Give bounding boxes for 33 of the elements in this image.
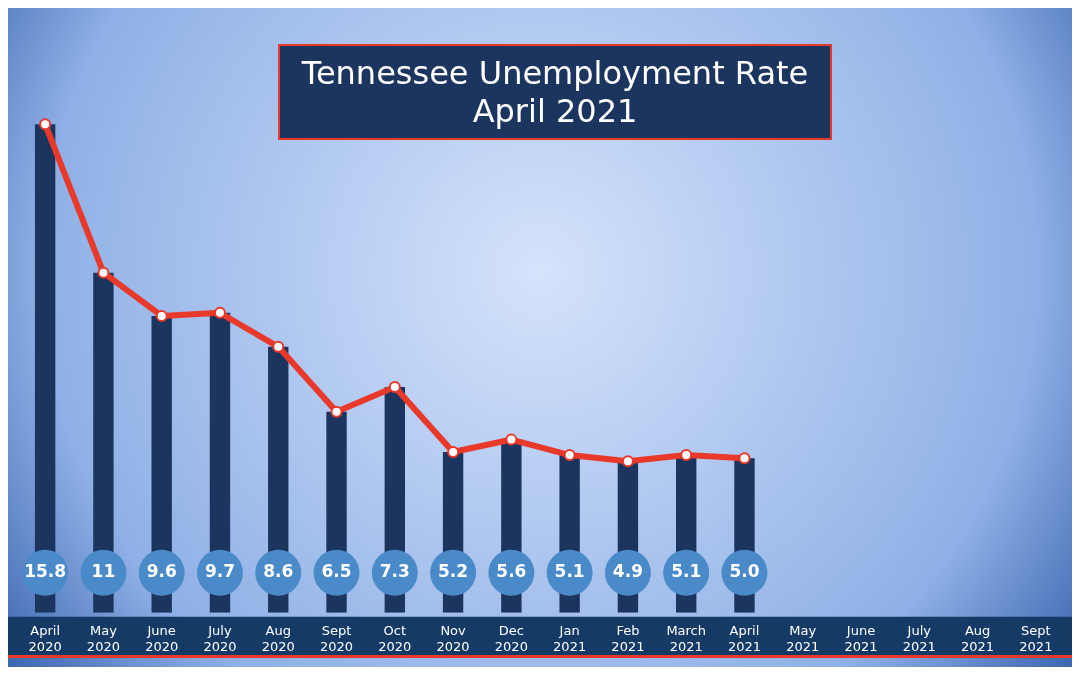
x-tick-label: Aug 2021 <box>961 622 995 654</box>
x-tick-label: July 2020 <box>203 622 237 654</box>
data-label: 5.0 <box>729 561 760 582</box>
x-tick-label: Sept 2020 <box>319 622 354 654</box>
data-label: 5.1 <box>671 561 702 582</box>
chart-title: Tennessee Unemployment Rate <box>300 54 810 92</box>
data-label: 7.3 <box>379 561 410 582</box>
x-tick-label: Sept 2021 <box>1019 622 1053 654</box>
data-label: 9.7 <box>204 561 236 582</box>
chart-subtitle: April 2021 <box>471 92 639 130</box>
x-tick-label: June 2021 <box>844 622 878 654</box>
x-tick-label: May 2020 <box>86 622 120 654</box>
x-tick-label: April 2021 <box>727 622 762 654</box>
x-tick-label: July 2021 <box>902 622 936 654</box>
x-tick-label: May 2021 <box>786 622 820 654</box>
x-tick-label: April 2020 <box>28 622 62 654</box>
x-tick-label: March 2021 <box>666 622 707 654</box>
x-tick-label: Oct 2020 <box>378 622 412 654</box>
data-label: 5.1 <box>554 561 585 582</box>
data-label: 15.8 <box>24 561 67 582</box>
data-label: 9.6 <box>146 561 177 582</box>
data-label: 4.9 <box>612 561 643 582</box>
x-tick-label: Jan 2021 <box>553 622 587 654</box>
x-tick-label: Dec 2020 <box>494 622 528 654</box>
x-tick-label: Feb 2021 <box>611 622 645 654</box>
data-label: 5.2 <box>438 561 469 582</box>
data-label: 8.6 <box>263 561 294 582</box>
x-tick-label: June 2020 <box>145 622 179 654</box>
x-tick-label: Aug 2020 <box>261 622 295 654</box>
data-label: 5.6 <box>496 561 527 582</box>
data-label: 6.5 <box>321 561 352 582</box>
x-tick-label: Nov 2020 <box>436 622 470 654</box>
data-label: 11 <box>91 561 116 582</box>
